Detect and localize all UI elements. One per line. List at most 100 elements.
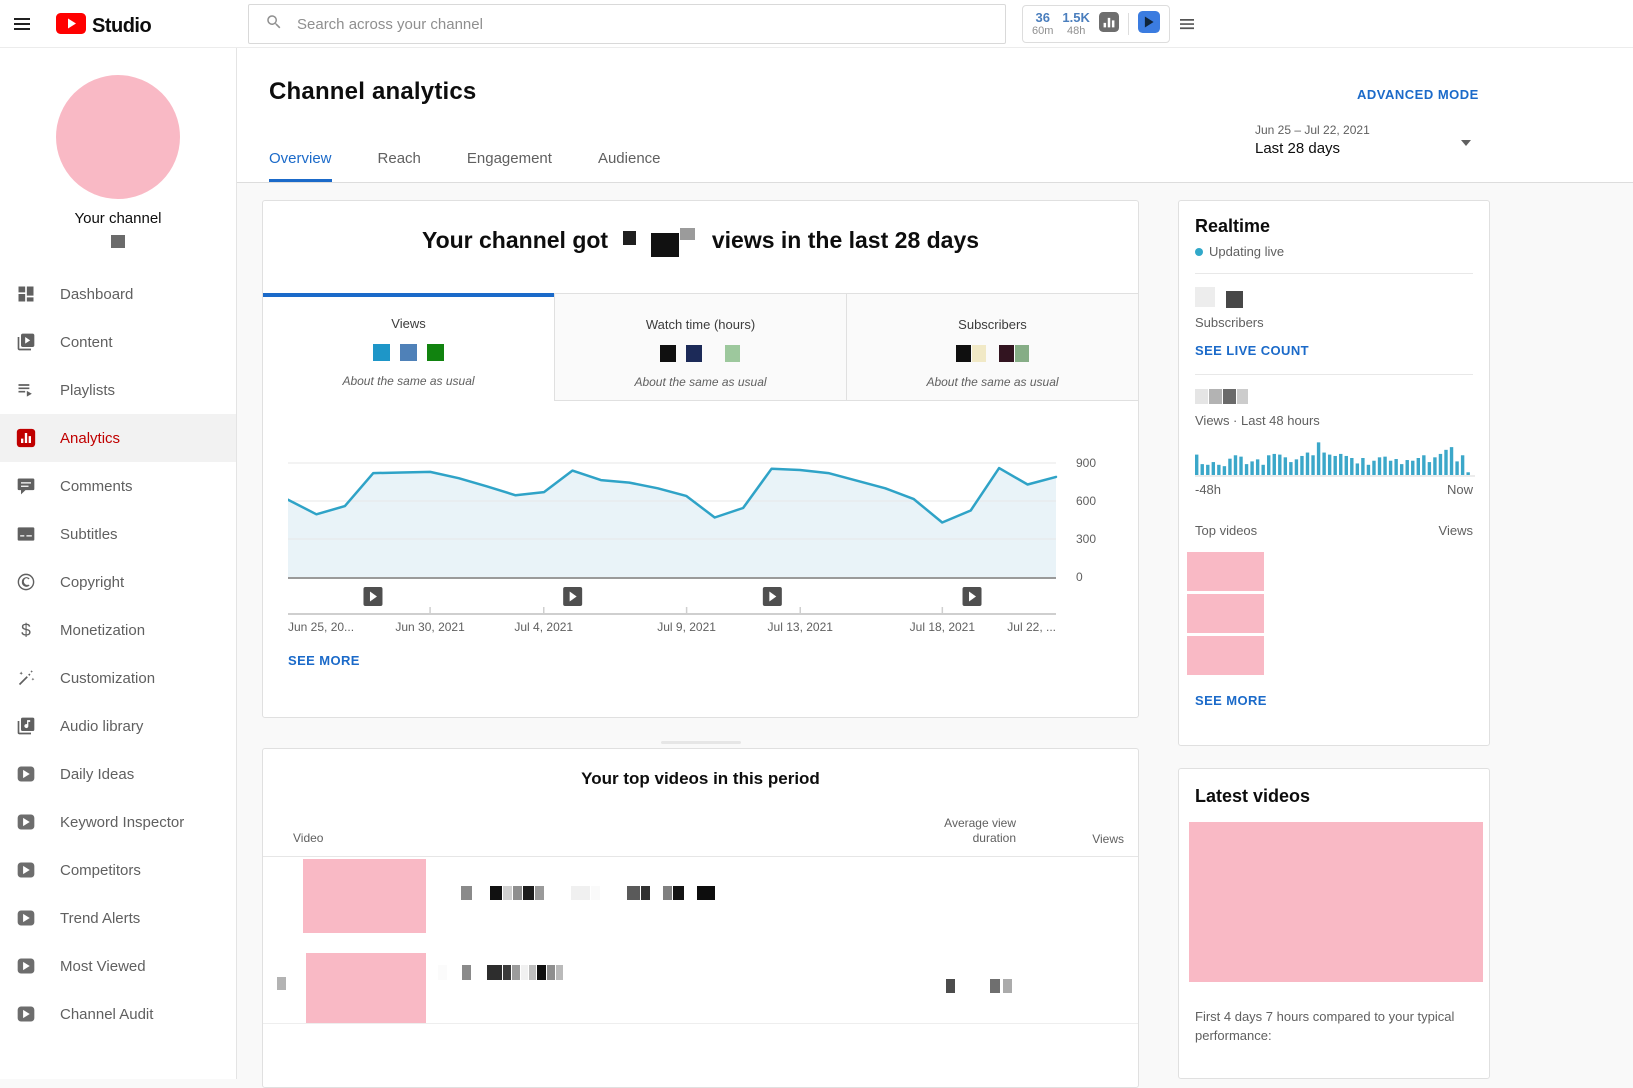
sidebar-item-label: Content bbox=[60, 334, 113, 351]
sidebar-item-label: Daily Ideas bbox=[60, 766, 134, 783]
dashboard-icon bbox=[14, 282, 38, 306]
date-preset-text: Last 28 days bbox=[1255, 140, 1485, 157]
see-live-count-link[interactable]: SEE LIVE COUNT bbox=[1195, 343, 1473, 358]
date-range-picker[interactable]: Jun 25 – Jul 22, 2021 Last 28 days bbox=[1255, 123, 1485, 157]
x-axis-label: Jun 30, 2021 bbox=[395, 620, 465, 634]
metric-value-redacted bbox=[555, 345, 846, 363]
sidebar-item-copyright[interactable]: Copyright bbox=[0, 558, 236, 606]
sidebar-item-label: Most Viewed bbox=[60, 958, 146, 975]
realtime-see-more-link[interactable]: SEE MORE bbox=[1195, 693, 1473, 708]
sidebar-item-label: Audio library bbox=[60, 718, 143, 735]
search-bar bbox=[248, 4, 1006, 44]
latest-videos-card: Latest videos First 4 days 7 hours compa… bbox=[1178, 768, 1490, 1079]
sidebar-item-label: Trend Alerts bbox=[60, 910, 140, 927]
main-menu-icon[interactable] bbox=[13, 15, 31, 38]
extension-stats-widget[interactable]: 36 60m 1.5K 48h bbox=[1022, 5, 1170, 43]
sidebar-item-daily-ideas[interactable]: Daily Ideas bbox=[0, 750, 236, 798]
x-axis-label: Jul 13, 2021 bbox=[768, 620, 834, 634]
date-range-text: Jun 25 – Jul 22, 2021 bbox=[1255, 123, 1485, 137]
topbar: Studio 36 60m 1.5K 48h bbox=[0, 0, 1633, 48]
sidebar-item-comments[interactable]: Comments bbox=[0, 462, 236, 510]
x-axis-label: Jul 4, 2021 bbox=[514, 620, 573, 634]
metric-label: Watch time (hours) bbox=[555, 317, 846, 332]
card-divider bbox=[1195, 374, 1473, 375]
widget-divider bbox=[1128, 13, 1129, 35]
sidebar-item-label: Copyright bbox=[60, 574, 124, 591]
latest-video-footnote: First 4 days 7 hours compared to your ty… bbox=[1195, 1007, 1473, 1045]
sidebar-item-label: Customization bbox=[60, 670, 155, 687]
metric-tab-watch-time-hours[interactable]: Watch time (hours)About the same as usua… bbox=[555, 293, 847, 401]
table-row-divider bbox=[263, 1023, 1138, 1024]
column-header-video: Video bbox=[293, 831, 323, 845]
realtime-title: Realtime bbox=[1195, 216, 1473, 237]
views-count-redacted bbox=[623, 227, 696, 253]
latest-video-thumbnail[interactable] bbox=[1189, 822, 1483, 982]
video-duration-redacted bbox=[946, 977, 956, 995]
analytics-icon bbox=[14, 426, 38, 450]
sidebar-item-most-viewed[interactable]: Most Viewed bbox=[0, 942, 236, 990]
sidebar-item-subtitles[interactable]: Subtitles bbox=[0, 510, 236, 558]
metric-tab-subscribers[interactable]: SubscribersAbout the same as usual bbox=[847, 293, 1138, 401]
sidebar-item-competitors[interactable]: Competitors bbox=[0, 846, 236, 894]
widget-menu-icon[interactable] bbox=[1178, 15, 1196, 38]
sidebar-item-label: Analytics bbox=[60, 430, 120, 447]
sidebar-item-audio-library[interactable]: Audio library bbox=[0, 702, 236, 750]
top-videos-label: Top videos bbox=[1195, 523, 1257, 538]
top-videos-card: Your top videos in this period Video Ave… bbox=[262, 748, 1139, 1088]
subscribers-label: Subscribers bbox=[1195, 315, 1473, 330]
views-chart-area: 9006003000Jun 25, 20...Jun 30, 2021Jul 4… bbox=[288, 441, 1133, 641]
sidebar-item-analytics[interactable]: Analytics bbox=[0, 414, 236, 462]
live-status-label: Updating live bbox=[1209, 244, 1284, 259]
sidebar-item-dashboard[interactable]: Dashboard bbox=[0, 270, 236, 318]
sidebar-item-customization[interactable]: Customization bbox=[0, 654, 236, 702]
sidebar-item-channel-audit[interactable]: Channel Audit bbox=[0, 990, 236, 1038]
comments-icon bbox=[14, 474, 38, 498]
content-icon bbox=[14, 330, 38, 354]
stat-views-60m: 36 60m bbox=[1032, 11, 1053, 37]
views-column-label: Views bbox=[1439, 523, 1473, 538]
chart-see-more-link[interactable]: SEE MORE bbox=[288, 653, 360, 668]
advanced-mode-button[interactable]: ADVANCED MODE bbox=[1357, 87, 1479, 102]
video-publish-marker-icon[interactable] bbox=[763, 587, 782, 606]
channel-avatar[interactable] bbox=[56, 75, 180, 199]
x-axis-label: Jul 18, 2021 bbox=[910, 620, 976, 634]
sidebar-item-label: Subtitles bbox=[60, 526, 118, 543]
sidebar-item-trend-alerts[interactable]: Trend Alerts bbox=[0, 894, 236, 942]
vidiq-icon bbox=[1138, 11, 1160, 38]
search-input[interactable] bbox=[297, 16, 937, 33]
sidebar-item-label: Playlists bbox=[60, 382, 115, 399]
sidebar-item-keyword-inspector[interactable]: Keyword Inspector bbox=[0, 798, 236, 846]
realtime-card: Realtime Updating live Subscribers SEE L… bbox=[1178, 200, 1490, 746]
metric-tab-views[interactable]: ViewsAbout the same as usual bbox=[263, 293, 555, 401]
video-publish-marker-icon[interactable] bbox=[363, 587, 382, 606]
video-publish-marker-icon[interactable] bbox=[563, 587, 582, 606]
metric-value-redacted bbox=[263, 344, 554, 362]
video-thumbnail[interactable] bbox=[303, 859, 426, 933]
sidebar-item-label: Dashboard bbox=[60, 286, 133, 303]
svg-text:300: 300 bbox=[1076, 532, 1096, 546]
playlists-icon bbox=[14, 378, 38, 402]
svg-text:$: $ bbox=[21, 620, 31, 640]
views-48h-count-redacted bbox=[1195, 388, 1473, 406]
sidebar-item-playlists[interactable]: Playlists bbox=[0, 366, 236, 414]
video-thumbnail[interactable] bbox=[1187, 636, 1264, 675]
video-rank-redacted bbox=[277, 975, 287, 993]
headline-prefix: Your channel got bbox=[422, 227, 608, 253]
video-thumbnail[interactable] bbox=[306, 953, 426, 1023]
tab-engagement[interactable]: Engagement bbox=[467, 150, 552, 182]
youtube-studio-logo[interactable]: Studio bbox=[56, 13, 151, 39]
video-publish-marker-icon[interactable] bbox=[963, 587, 982, 606]
page-title: Channel analytics bbox=[269, 78, 476, 106]
logo-brand-text: Studio bbox=[92, 15, 151, 38]
sidebar-item-monetization[interactable]: $Monetization bbox=[0, 606, 236, 654]
analytics-tabs: Overview Reach Engagement Audience bbox=[269, 150, 707, 182]
video-title-redacted bbox=[461, 884, 716, 902]
sidebar-item-content[interactable]: Content bbox=[0, 318, 236, 366]
tab-audience[interactable]: Audience bbox=[598, 150, 661, 182]
video-thumbnail[interactable] bbox=[1187, 552, 1264, 591]
tab-reach[interactable]: Reach bbox=[378, 150, 421, 182]
video-thumbnail[interactable] bbox=[1187, 594, 1264, 633]
top-videos-heading: Your top videos in this period bbox=[263, 769, 1138, 789]
stat-views-48h: 1.5K 48h bbox=[1062, 11, 1089, 37]
tab-overview[interactable]: Overview bbox=[269, 150, 332, 182]
